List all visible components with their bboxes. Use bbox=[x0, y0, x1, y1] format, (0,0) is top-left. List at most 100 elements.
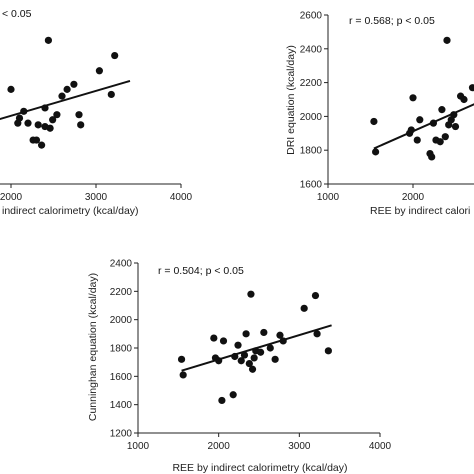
scatter-point bbox=[24, 119, 32, 127]
scatter-point bbox=[441, 133, 449, 141]
regression-line bbox=[0, 79, 131, 121]
x-axis-title: REE by indirect calori bbox=[370, 205, 470, 217]
x-tick-label: 4000 bbox=[369, 441, 392, 452]
scatter-point bbox=[460, 95, 468, 104]
scatter-point bbox=[53, 111, 61, 119]
x-tick-label: 2000 bbox=[0, 192, 23, 203]
y-tick-label: 2400 bbox=[110, 259, 133, 270]
scatter-points bbox=[0, 36, 131, 149]
scatter-point bbox=[32, 136, 41, 144]
panel-bottom: 1000 2000 3000 4000 1200 1400 1600 1800 2000 220… bbox=[87, 259, 392, 474]
scatter-points bbox=[177, 290, 332, 405]
scatter-point bbox=[451, 122, 460, 131]
y-axis-ticks: 1600 1800 2000 2200 2400 2600 bbox=[300, 11, 328, 191]
scatter-point bbox=[271, 355, 279, 363]
scatter-point bbox=[49, 116, 57, 124]
scatter-point bbox=[250, 354, 258, 362]
scatter-point bbox=[77, 121, 85, 129]
scatter-point bbox=[260, 328, 268, 337]
y-tick-label: 2000 bbox=[300, 112, 323, 123]
y-tick-label: 1800 bbox=[110, 344, 133, 355]
scatter-point bbox=[234, 341, 242, 349]
regression-line bbox=[181, 324, 332, 372]
scatter-point bbox=[38, 141, 46, 149]
scatter-point bbox=[468, 84, 474, 92]
scatter-point bbox=[210, 334, 218, 342]
scatter-point bbox=[438, 106, 446, 114]
scatter-point bbox=[219, 337, 228, 345]
y-tick-label: 2400 bbox=[300, 44, 323, 55]
scatter-point bbox=[324, 347, 332, 355]
scatter-point bbox=[179, 371, 187, 379]
scatter-point bbox=[15, 114, 24, 122]
scatter-point bbox=[70, 80, 78, 88]
scatter-point bbox=[372, 148, 380, 156]
y-tick-label: 2000 bbox=[110, 315, 133, 326]
scatter-point bbox=[177, 355, 186, 363]
scatter-point bbox=[311, 291, 320, 300]
scatter-point bbox=[247, 290, 255, 298]
x-tick-label: 2000 bbox=[208, 441, 231, 452]
axes bbox=[327, 15, 474, 185]
y-axis-title: Cunninghan equation (kcal/day) bbox=[87, 273, 99, 421]
scatter-points bbox=[370, 36, 474, 161]
regression-line bbox=[373, 103, 474, 150]
scatter-point bbox=[58, 92, 66, 100]
x-tick-label: 3000 bbox=[85, 192, 108, 203]
x-axis-ticks: 2000 3000 4000 bbox=[0, 184, 193, 203]
scatter-point bbox=[240, 351, 249, 359]
scatter-point bbox=[300, 304, 308, 312]
scatter-point bbox=[245, 359, 253, 368]
scatter-point bbox=[248, 365, 257, 373]
scatter-point bbox=[257, 348, 265, 356]
scatter-point bbox=[229, 391, 237, 399]
scatter-point bbox=[75, 111, 83, 119]
scatter-point bbox=[313, 330, 321, 338]
scatter-point bbox=[7, 85, 15, 93]
y-axis-ticks: 1200 1400 1600 1800 2000 2200 2400 bbox=[110, 259, 138, 440]
scatter-point bbox=[443, 36, 451, 44]
stat-annotation: r = 0.568; p < 0.05 bbox=[349, 15, 435, 27]
y-tick-label: 1600 bbox=[300, 180, 323, 191]
scatter-point bbox=[107, 90, 115, 99]
scatter-point bbox=[416, 116, 424, 124]
scatter-point bbox=[237, 357, 245, 365]
panel-top-left: 2000 3000 4000 < 0.05 indirect calorimetry… bbox=[0, 8, 193, 217]
y-tick-label: 1200 bbox=[110, 429, 133, 440]
y-tick-label: 1400 bbox=[110, 400, 133, 411]
scatter-point bbox=[44, 36, 53, 44]
x-axis-title: REE by indirect calorimetry (kcal/day) bbox=[172, 462, 347, 474]
y-tick-label: 1600 bbox=[110, 372, 133, 383]
y-tick-label: 2200 bbox=[110, 287, 133, 298]
y-tick-label: 2600 bbox=[300, 11, 323, 22]
x-tick-label: 3000 bbox=[288, 441, 311, 452]
scatter-point bbox=[266, 344, 274, 352]
scatter-point bbox=[242, 330, 250, 338]
x-tick-label: 1000 bbox=[317, 192, 340, 203]
panel-top-right: 1000 2000 1600 1800 2000 2200 2400 2600 r = 0.… bbox=[285, 11, 474, 217]
scatter-point bbox=[409, 94, 417, 102]
stat-annotation: r = 0.504; p < 0.05 bbox=[158, 265, 244, 277]
scatter-point bbox=[63, 85, 71, 93]
scatter-point bbox=[111, 51, 119, 60]
scatter-point bbox=[34, 121, 42, 129]
scatter-point bbox=[276, 331, 284, 339]
x-tick-label: 4000 bbox=[170, 192, 193, 203]
scatter-point bbox=[370, 117, 378, 126]
x-tick-label: 1000 bbox=[127, 441, 150, 452]
y-tick-label: 1800 bbox=[300, 146, 323, 157]
scatter-point bbox=[436, 138, 444, 146]
scatter-point bbox=[46, 124, 54, 132]
x-axis-ticks: 1000 2000 3000 4000 bbox=[127, 433, 392, 452]
y-tick-label: 2200 bbox=[300, 78, 323, 89]
scatter-point bbox=[95, 67, 103, 75]
x-axis-title: indirect calorimetry (kcal/day) bbox=[2, 205, 139, 217]
stat-annotation: < 0.05 bbox=[2, 8, 32, 20]
x-axis-ticks: 1000 2000 bbox=[317, 184, 425, 203]
scatter-point bbox=[218, 396, 226, 405]
x-tick-label: 2000 bbox=[402, 192, 425, 203]
scatter-point bbox=[413, 136, 421, 144]
scatter-point bbox=[428, 153, 436, 161]
y-axis-title: DRI equation (kcal/day) bbox=[285, 45, 297, 155]
